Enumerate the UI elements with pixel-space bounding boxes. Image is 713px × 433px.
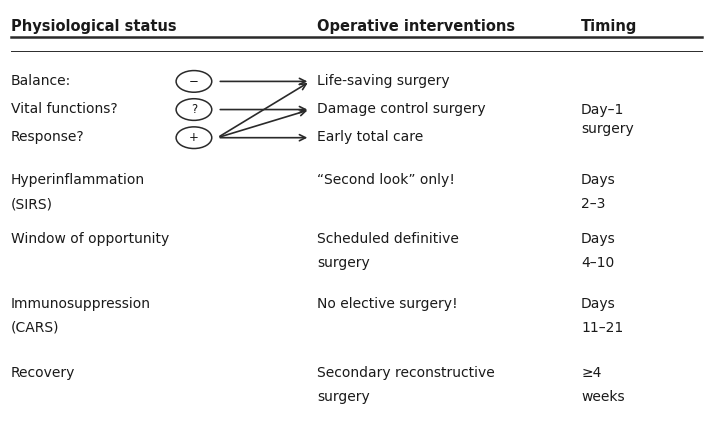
Text: Operative interventions: Operative interventions <box>317 19 515 35</box>
Text: (SIRS): (SIRS) <box>11 197 53 211</box>
Text: surgery: surgery <box>317 255 370 270</box>
Text: Days: Days <box>581 297 616 310</box>
Text: 4–10: 4–10 <box>581 255 615 270</box>
Text: Day–1: Day–1 <box>581 103 625 116</box>
Text: No elective surgery!: No elective surgery! <box>317 297 458 310</box>
Text: Physiological status: Physiological status <box>11 19 176 35</box>
Text: Recovery: Recovery <box>11 366 75 380</box>
Text: +: + <box>189 131 199 144</box>
Text: Balance:: Balance: <box>11 74 71 87</box>
Text: 11–21: 11–21 <box>581 320 623 335</box>
Text: Scheduled definitive: Scheduled definitive <box>317 232 459 246</box>
Text: Secondary reconstructive: Secondary reconstructive <box>317 366 495 380</box>
Text: Early total care: Early total care <box>317 130 424 144</box>
Text: weeks: weeks <box>581 390 625 404</box>
Text: Days: Days <box>581 173 616 187</box>
Text: surgery: surgery <box>317 390 370 404</box>
Text: Damage control surgery: Damage control surgery <box>317 102 486 116</box>
Text: Life-saving surgery: Life-saving surgery <box>317 74 450 87</box>
Text: Hyperinflammation: Hyperinflammation <box>11 173 145 187</box>
Text: 2–3: 2–3 <box>581 197 605 211</box>
Text: ≥4: ≥4 <box>581 366 602 380</box>
Text: Vital functions?: Vital functions? <box>11 102 118 116</box>
Text: Immunosuppression: Immunosuppression <box>11 297 150 310</box>
Text: Days: Days <box>581 232 616 246</box>
Text: ?: ? <box>191 103 197 116</box>
Text: (CARS): (CARS) <box>11 320 59 335</box>
Text: surgery: surgery <box>581 122 634 136</box>
Text: Timing: Timing <box>581 19 637 35</box>
Text: −: − <box>189 75 199 88</box>
Text: “Second look” only!: “Second look” only! <box>317 173 455 187</box>
Text: Response?: Response? <box>11 130 84 144</box>
Text: Window of opportunity: Window of opportunity <box>11 232 169 246</box>
